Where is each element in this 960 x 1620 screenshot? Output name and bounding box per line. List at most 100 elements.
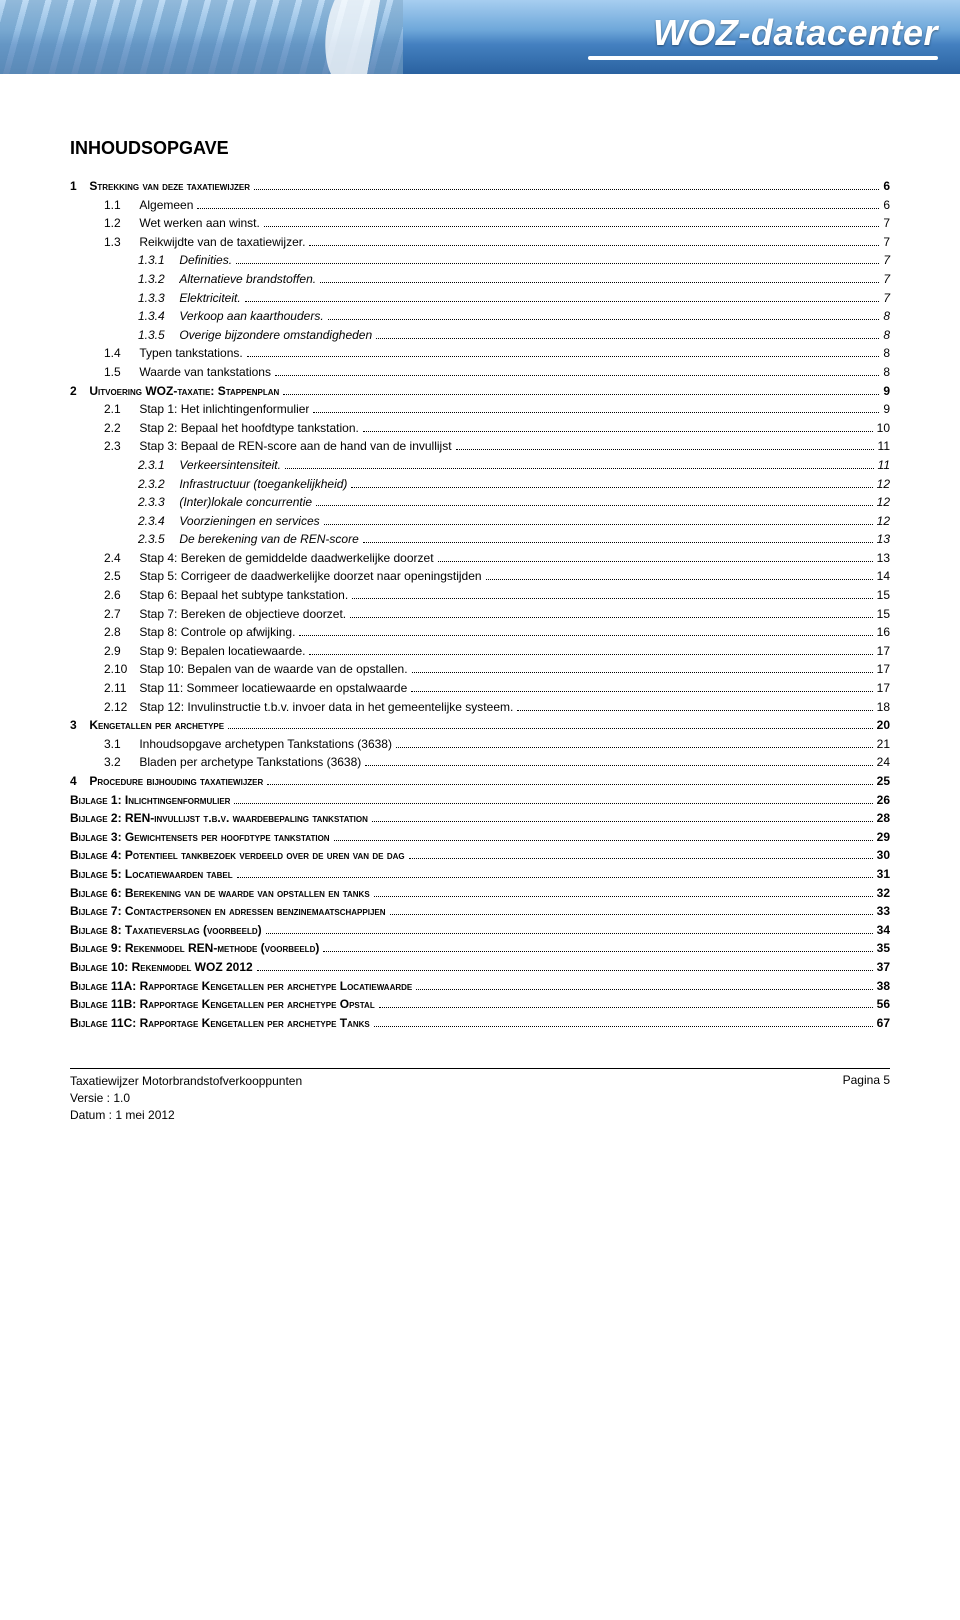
toc-entry-number: 1.3.5 bbox=[138, 326, 176, 345]
toc-entry[interactable]: 1.5 Waarde van tankstations 8 bbox=[70, 363, 890, 382]
header-banner: WOZ-datacenter bbox=[0, 0, 960, 82]
toc-entry-number: 2.11 bbox=[104, 679, 136, 698]
toc-entry-number: 4 bbox=[70, 772, 86, 791]
banner-underline bbox=[588, 56, 938, 60]
toc-entry[interactable]: 1.3.2 Alternatieve brandstoffen. 7 bbox=[70, 270, 890, 289]
toc-entry-number: 2.2 bbox=[104, 419, 136, 438]
toc-entry-label: De berekening van de REN-score bbox=[179, 530, 358, 549]
toc-leader bbox=[390, 914, 873, 915]
toc-leader bbox=[313, 412, 879, 413]
toc-entry[interactable]: Bijlage 11C: Rapportage Kengetallen per … bbox=[70, 1014, 890, 1033]
toc-entry-label: Stap 6: Bepaal het subtype tankstation. bbox=[139, 586, 348, 605]
toc-entry[interactable]: Bijlage 10: Rekenmodel WOZ 2012 37 bbox=[70, 958, 890, 977]
toc-entry[interactable]: Bijlage 11A: Rapportage Kengetallen per … bbox=[70, 977, 890, 996]
toc-leader bbox=[376, 338, 879, 339]
toc-entry[interactable]: 2.1 Stap 1: Het inlichtingenformulier 9 bbox=[70, 400, 890, 419]
toc-entry-label: Stap 3: Bepaal de REN-score aan de hand … bbox=[139, 437, 451, 456]
toc-entry[interactable]: 2.3 Stap 3: Bepaal de REN-score aan de h… bbox=[70, 437, 890, 456]
toc-leader bbox=[374, 896, 873, 897]
toc-entry[interactable]: Bijlage 8: Taxatieverslag (voorbeeld) 34 bbox=[70, 921, 890, 940]
toc-entry[interactable]: 3.2 Bladen per archetype Tankstations (3… bbox=[70, 753, 890, 772]
toc-leader bbox=[363, 431, 873, 432]
toc-entry[interactable]: 1.3.1 Definities. 7 bbox=[70, 251, 890, 270]
toc-entry[interactable]: 3 Kengetallen per archetype 20 bbox=[70, 716, 890, 735]
toc-leader bbox=[379, 1007, 873, 1008]
toc-entry-page: 67 bbox=[877, 1014, 890, 1033]
toc-leader bbox=[197, 208, 879, 209]
toc-entry[interactable]: 1.3.4 Verkoop aan kaarthouders. 8 bbox=[70, 307, 890, 326]
toc-entry-number: 2.8 bbox=[104, 623, 136, 642]
toc-entry-page: 24 bbox=[877, 753, 890, 772]
toc-entry[interactable]: 2.5 Stap 5: Corrigeer de daadwerkelijke … bbox=[70, 567, 890, 586]
toc-entry[interactable]: 2.9 Stap 9: Bepalen locatiewaarde. 17 bbox=[70, 642, 890, 661]
toc-entry-label: Bijlage 2: REN-invullijst t.b.v. waardeb… bbox=[70, 809, 368, 828]
toc-entry[interactable]: 2.2 Stap 2: Bepaal het hoofdtype tanksta… bbox=[70, 419, 890, 438]
toc-entry[interactable]: 2.3.2 Infrastructuur (toegankelijkheid) … bbox=[70, 475, 890, 494]
toc-entry-page: 7 bbox=[883, 289, 890, 308]
toc-entry[interactable]: 1.3.5 Overige bijzondere omstandigheden … bbox=[70, 326, 890, 345]
toc-entry[interactable]: 2.3.3 (Inter)lokale concurrentie 12 bbox=[70, 493, 890, 512]
toc-entry[interactable]: Bijlage 1: Inlichtingenformulier 26 bbox=[70, 791, 890, 810]
toc-entry-label: Reikwijdte van de taxatiewijzer. bbox=[139, 233, 305, 252]
toc-entry-label: Bijlage 9: Rekenmodel REN-methode (voorb… bbox=[70, 939, 319, 958]
toc-entry[interactable]: Bijlage 4: Potentieel tankbezoek verdeel… bbox=[70, 846, 890, 865]
toc-entry-page: 7 bbox=[883, 251, 890, 270]
toc-entry-page: 6 bbox=[883, 177, 890, 196]
toc-entry[interactable]: 4 Procedure bijhouding taxatiewijzer 25 bbox=[70, 772, 890, 791]
toc-entry-label: Definities. bbox=[179, 251, 232, 270]
toc-entry-label: Procedure bijhouding taxatiewijzer bbox=[89, 772, 263, 791]
toc-entry[interactable]: 2.3.4 Voorzieningen en services 12 bbox=[70, 512, 890, 531]
toc-entry[interactable]: 1.3.3 Elektriciteit. 7 bbox=[70, 289, 890, 308]
toc-entry-number: 1.2 bbox=[104, 214, 136, 233]
toc-entry-page: 7 bbox=[883, 214, 890, 233]
toc-entry-page: 31 bbox=[877, 865, 890, 884]
toc-entry[interactable]: Bijlage 2: REN-invullijst t.b.v. waardeb… bbox=[70, 809, 890, 828]
toc-entry-label: Stap 1: Het inlichtingenformulier bbox=[139, 400, 309, 419]
toc-entry[interactable]: 1.1 Algemeen 6 bbox=[70, 196, 890, 215]
toc-leader bbox=[275, 375, 879, 376]
toc-entry-label: Strekking van deze taxatiewijzer bbox=[89, 177, 250, 196]
toc-entry[interactable]: Bijlage 5: Locatiewaarden tabel 31 bbox=[70, 865, 890, 884]
toc-entry[interactable]: Bijlage 3: Gewichtensets per hoofdtype t… bbox=[70, 828, 890, 847]
toc-entry-label: Inhoudsopgave archetypen Tankstations (3… bbox=[139, 735, 392, 754]
toc-entry[interactable]: 2.4 Stap 4: Bereken de gemiddelde daadwe… bbox=[70, 549, 890, 568]
toc-entry[interactable]: 2.10 Stap 10: Bepalen van de waarde van … bbox=[70, 660, 890, 679]
toc-entry[interactable]: 2.8 Stap 8: Controle op afwijking. 16 bbox=[70, 623, 890, 642]
toc-entry-label: Voorzieningen en services bbox=[179, 512, 319, 531]
toc-entry-label: Elektriciteit. bbox=[179, 289, 240, 308]
toc-entry[interactable]: Bijlage 6: Berekening van de waarde van … bbox=[70, 884, 890, 903]
toc-entry-page: 12 bbox=[877, 475, 890, 494]
toc-entry-page: 6 bbox=[883, 196, 890, 215]
toc-entry[interactable]: 2.12 Stap 12: Invulinstructie t.b.v. inv… bbox=[70, 698, 890, 717]
toc-entry-number: 1.1 bbox=[104, 196, 136, 215]
toc-entry[interactable]: 2.11 Stap 11: Sommeer locatiewaarde en o… bbox=[70, 679, 890, 698]
toc-leader bbox=[283, 394, 879, 395]
toc-entry-page: 34 bbox=[877, 921, 890, 940]
toc-entry-label: Bijlage 11C: Rapportage Kengetallen per … bbox=[70, 1014, 370, 1033]
toc-entry[interactable]: 1.4 Typen tankstations. 8 bbox=[70, 344, 890, 363]
toc-entry[interactable]: 2.3.1 Verkeersintensiteit. 11 bbox=[70, 456, 890, 475]
toc-entry-page: 13 bbox=[877, 530, 890, 549]
toc-entry-number: 1.3.3 bbox=[138, 289, 176, 308]
toc-entry-number: 1.5 bbox=[104, 363, 136, 382]
toc-entry[interactable]: 2.7 Stap 7: Bereken de objectieve doorze… bbox=[70, 605, 890, 624]
toc-entry[interactable]: 1.3 Reikwijdte van de taxatiewijzer. 7 bbox=[70, 233, 890, 252]
toc-entry[interactable]: Bijlage 7: Contactpersonen en adressen b… bbox=[70, 902, 890, 921]
toc-entry[interactable]: Bijlage 9: Rekenmodel REN-methode (voorb… bbox=[70, 939, 890, 958]
toc-entry[interactable]: 3.1 Inhoudsopgave archetypen Tankstation… bbox=[70, 735, 890, 754]
toc-entry-number: 2.1 bbox=[104, 400, 136, 419]
toc-leader bbox=[266, 933, 873, 934]
footer-version: Versie : 1.0 bbox=[70, 1090, 302, 1107]
toc-entry-page: 30 bbox=[877, 846, 890, 865]
toc-entry-label: Stap 5: Corrigeer de daadwerkelijke door… bbox=[139, 567, 481, 586]
toc-entry[interactable]: Bijlage 11B: Rapportage Kengetallen per … bbox=[70, 995, 890, 1014]
toc-entry[interactable]: 2.6 Stap 6: Bepaal het subtype tankstati… bbox=[70, 586, 890, 605]
toc-entry-page: 15 bbox=[877, 605, 890, 624]
toc-entry-number: 2.6 bbox=[104, 586, 136, 605]
toc-entry[interactable]: 1.2 Wet werken aan winst. 7 bbox=[70, 214, 890, 233]
toc-entry-label: Bijlage 5: Locatiewaarden tabel bbox=[70, 865, 233, 884]
toc-leader bbox=[320, 282, 879, 283]
toc-entry[interactable]: 1 Strekking van deze taxatiewijzer 6 bbox=[70, 177, 890, 196]
toc-entry[interactable]: 2.3.5 De berekening van de REN-score 13 bbox=[70, 530, 890, 549]
toc-entry[interactable]: 2 Uitvoering WOZ-taxatie: Stappenplan 9 bbox=[70, 382, 890, 401]
